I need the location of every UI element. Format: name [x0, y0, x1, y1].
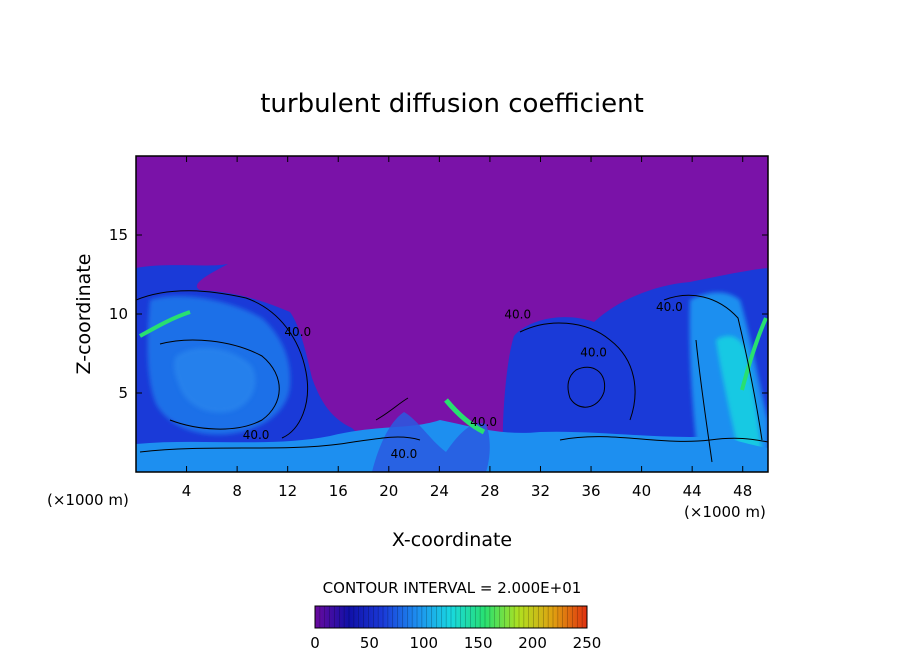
contour-line	[136, 290, 308, 439]
field-left-vortex-core	[173, 347, 256, 413]
field-green-streak-right	[740, 317, 768, 391]
x-tick-label: 28	[480, 482, 499, 500]
contour-label: 40.0	[580, 346, 607, 360]
colorbar-stripes	[319, 606, 583, 628]
field-green-streak-center	[444, 398, 486, 435]
contour-line	[663, 294, 763, 441]
x-tick-label: 8	[232, 482, 242, 500]
colorbar-tick-label: 250	[573, 634, 602, 652]
colorbar-tick-label: 100	[409, 634, 438, 652]
x-axis-ticks: 4 8 12 16 20 24 28 32 36 40 44 48	[182, 156, 752, 500]
contour-label: 40.0	[391, 447, 418, 461]
y-tick-label: 15	[109, 226, 128, 244]
contour-label: 40.0	[504, 308, 531, 322]
colorbar: 0 50 100 150 200 250	[310, 605, 601, 652]
contour-line	[159, 339, 280, 430]
contour-label: 40.0	[470, 415, 497, 429]
x-unit-left: (×1000 m)	[47, 491, 129, 509]
y-axis-ticks: 5 10 15	[109, 226, 768, 402]
colorbar-tick-label: 50	[360, 634, 379, 652]
colorbar-ticks: 0 50 100 150 200 250	[310, 634, 601, 652]
field-green-streak-left	[139, 310, 191, 338]
contour-interval-text: CONTOUR INTERVAL = 2.000E+01	[323, 579, 582, 597]
contour-line	[139, 436, 421, 453]
contour-lines	[136, 290, 768, 463]
contour-label: 40.0	[656, 300, 683, 314]
x-tick-label: 44	[683, 482, 702, 500]
contour-label: 40.0	[243, 428, 270, 442]
field-right-bands	[716, 335, 762, 468]
x-tick-label: 12	[278, 482, 297, 500]
x-tick-label: 40	[632, 482, 651, 500]
contour-line	[559, 436, 768, 443]
y-axis-label: Z-coordinate	[73, 254, 95, 375]
x-tick-label: 24	[430, 482, 449, 500]
plot-area: 40.040.040.040.040.040.040.0 4 8 12 16 20 24 2…	[109, 155, 769, 500]
contour-label: 40.0	[284, 325, 311, 339]
colorbar-fill	[315, 606, 587, 628]
x-axis-label: X-coordinate	[392, 529, 512, 551]
colorbar-tick-label: 200	[518, 634, 547, 652]
x-tick-label: 20	[379, 482, 398, 500]
contour-line	[695, 339, 713, 463]
colorbar-tick-label: 0	[310, 634, 320, 652]
field-center-plume	[372, 412, 490, 472]
turbulence-field: 40.0 40.0 40.0 40.0 40.0 40.0 40.0	[136, 264, 768, 472]
x-tick-label: 16	[329, 482, 348, 500]
contour-line	[375, 397, 409, 421]
colorbar-frame	[314, 605, 588, 629]
x-tick-label: 4	[182, 482, 192, 500]
colorbar-tick-label: 150	[464, 634, 493, 652]
chart-title: turbulent diffusion coefficient	[260, 89, 644, 119]
x-unit-right: (×1000 m)	[684, 503, 766, 521]
contour-line	[519, 322, 636, 421]
y-tick-label: 10	[109, 305, 128, 323]
contour-labels: 40.0 40.0 40.0 40.0 40.0 40.0 40.0	[243, 300, 683, 461]
x-tick-label: 48	[733, 482, 752, 500]
contour-line	[567, 366, 606, 408]
x-tick-label: 36	[581, 482, 600, 500]
y-tick-label: 5	[118, 384, 128, 402]
x-tick-label: 32	[531, 482, 550, 500]
